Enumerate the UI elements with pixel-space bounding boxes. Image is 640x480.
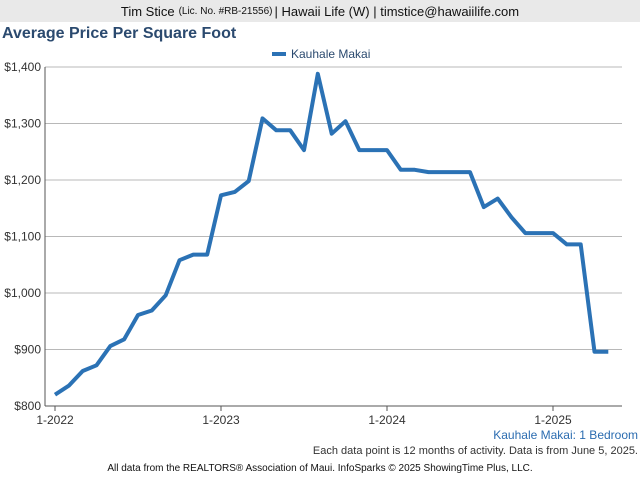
- series-layer: [53, 71, 609, 397]
- agent-details: | Hawaii Life (W) | timstice@hawaiilife.…: [274, 3, 520, 19]
- x-tick-label: 1-2024: [368, 413, 406, 427]
- y-tick-label: $1,000: [4, 286, 41, 300]
- legend: Kauhale Makai: [272, 47, 370, 61]
- series-line: [53, 71, 609, 397]
- axes: $800 $900 $1,000 $1,100 $1,200 $1,300 $1,400 1-…: [4, 60, 622, 427]
- y-tick-label: $1,400: [4, 60, 41, 74]
- data-source: All data from the REALTORS® Association …: [107, 463, 533, 474]
- y-tick-label: $800: [14, 399, 41, 413]
- x-tick-label: 1-2025: [534, 413, 572, 427]
- legend-label: Kauhale Makai: [291, 47, 370, 61]
- grid-lines: [45, 66, 622, 350]
- header-bar: Tim Stice (Lic. No. #RB-21556) | Hawaii …: [0, 0, 640, 22]
- x-tick-label: 1-2022: [36, 413, 74, 427]
- y-tick-label: $1,300: [4, 117, 41, 131]
- license-number: (Lic. No. #RB-21556): [178, 5, 273, 17]
- agent-name: Tim Stice: [120, 3, 175, 19]
- x-tick-label: 1-2023: [202, 413, 240, 427]
- y-tick-label: $900: [14, 343, 41, 357]
- data-note: Each data point is 12 months of activity…: [312, 445, 638, 457]
- y-tick-label: $1,100: [4, 230, 41, 244]
- chart-title: Average Price Per Square Foot: [2, 25, 237, 42]
- y-tick-label: $1,200: [4, 173, 41, 187]
- chart-subtitle: Kauhale Makai: 1 Bedroom: [493, 428, 638, 442]
